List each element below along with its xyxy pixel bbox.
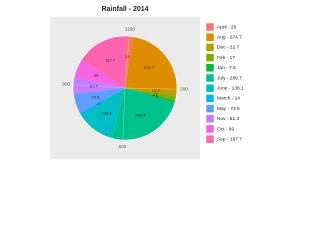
legend-label: Feb - 17: [217, 55, 235, 61]
legend-key: [205, 124, 215, 134]
chart: Rainfall - 2014 29274.722.7177.5289.7138…: [50, 6, 244, 159]
pie-slice: [125, 88, 177, 101]
pie-slice: [125, 36, 133, 88]
grid-line: [124, 87, 177, 90]
legend-key: [205, 134, 215, 144]
page: Rainfall - 2014 29 274.7 22.7 17 7.5 289.7 138…: [50, 5, 245, 159]
pie-slice: [125, 36, 177, 91]
legend-key: [205, 83, 215, 93]
legend-key: [205, 32, 215, 42]
legend-key: [205, 53, 215, 62]
grid-line: [73, 84, 126, 89]
legend-key: [205, 73, 215, 83]
pie-slice: [79, 88, 125, 117]
slice-label: 22.7: [152, 88, 161, 93]
pie-slice: [73, 77, 125, 95]
slice-label: 187.7: [105, 58, 116, 63]
slice-label: 274.7: [144, 65, 155, 70]
legend-label: Sep - 187.7: [217, 136, 242, 142]
theta-tick-label: 300: [180, 86, 188, 91]
legend-key: [205, 94, 215, 103]
theta-tick-label: 900: [62, 82, 70, 87]
legend-label: March - 14: [217, 96, 240, 102]
legend-label: July - 289.7: [217, 75, 242, 81]
pie-slice: [81, 88, 125, 139]
legend-label: May - 73.5: [217, 106, 240, 112]
slice-label: 138.1: [102, 110, 113, 115]
theta-tick-label: 1200: [125, 26, 136, 31]
legend-label: Dec - 22.7: [217, 45, 239, 51]
grid-line: [124, 36, 130, 89]
legend-key: [205, 22, 215, 32]
slice-label: 14: [96, 101, 101, 106]
legend-label: June - 138.1: [217, 85, 244, 91]
slice-label: 7.5: [152, 93, 158, 98]
legend-key: [205, 104, 215, 113]
slice-label: 289.7: [135, 112, 146, 117]
pie-slice: [81, 36, 125, 88]
pie-slice: [73, 88, 125, 114]
grid-line: [122, 87, 126, 140]
legend-label: April - 29: [217, 24, 237, 30]
slice-label: 17: [153, 91, 158, 96]
pie-slice: [74, 59, 125, 88]
legend-key: [205, 114, 215, 124]
pie-slice: [125, 88, 176, 103]
slice-label: 73.5: [91, 95, 100, 100]
pie-outline: [72, 35, 178, 141]
theta-tick-label: 600: [119, 144, 127, 149]
legend-label: Nov - 61.4: [217, 116, 239, 122]
pie-slice: [125, 88, 177, 97]
legend-label: Oct - 69: [217, 126, 234, 132]
legend-key: [205, 63, 215, 73]
slice-label: 69: [94, 73, 99, 78]
legend-label: Aug - 274.7: [217, 34, 242, 40]
chart-title: Rainfall - 2014: [101, 6, 148, 13]
legend-label: Jan - 7.5: [217, 65, 236, 71]
legend-key: [205, 43, 215, 52]
